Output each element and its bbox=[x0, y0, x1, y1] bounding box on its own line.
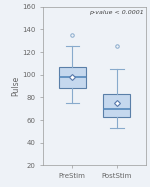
PathPatch shape bbox=[59, 67, 86, 88]
Y-axis label: Pulse: Pulse bbox=[12, 76, 21, 96]
PathPatch shape bbox=[103, 94, 130, 117]
Text: p-value < 0.0001: p-value < 0.0001 bbox=[89, 10, 144, 15]
